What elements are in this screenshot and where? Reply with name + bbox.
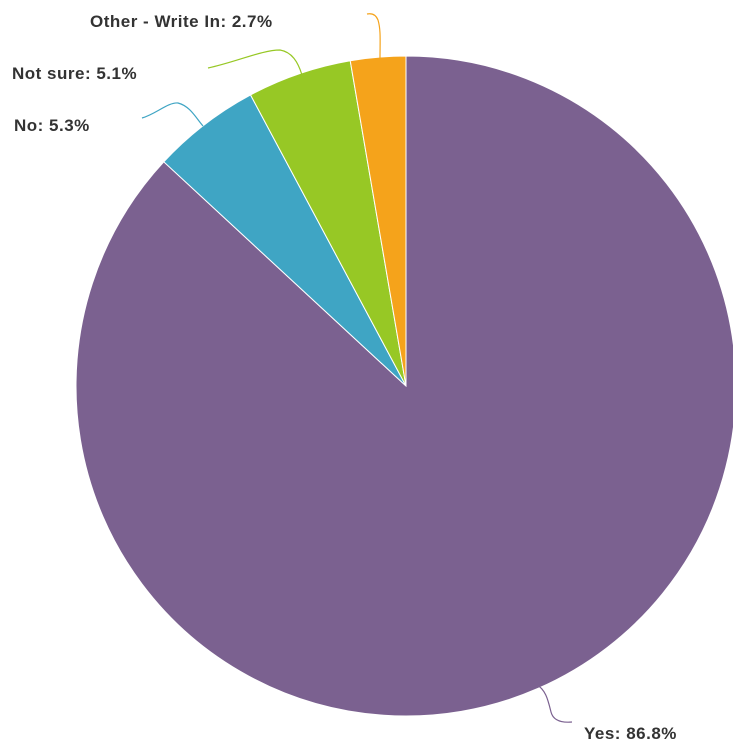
leader-line-other <box>366 13 381 59</box>
leader-line-yes <box>535 683 573 723</box>
data-labels: Yes: 86.8% No: 5.3% Not sure: 5.1% Other… <box>12 12 677 743</box>
data-label-yes: Yes: 86.8% <box>584 724 677 743</box>
pie-slices <box>75 55 733 717</box>
data-label-not-sure: Not sure: 5.1% <box>12 64 137 83</box>
pie-slice-other-write-in <box>349 55 407 387</box>
leader-line-no <box>141 102 204 127</box>
leader-line-not-sure <box>207 49 303 76</box>
pie-slice-yes <box>75 55 733 717</box>
data-label-no: No: 5.3% <box>14 116 90 135</box>
data-label-other: Other - Write In: 2.7% <box>90 12 273 31</box>
leader-lines <box>141 13 573 723</box>
